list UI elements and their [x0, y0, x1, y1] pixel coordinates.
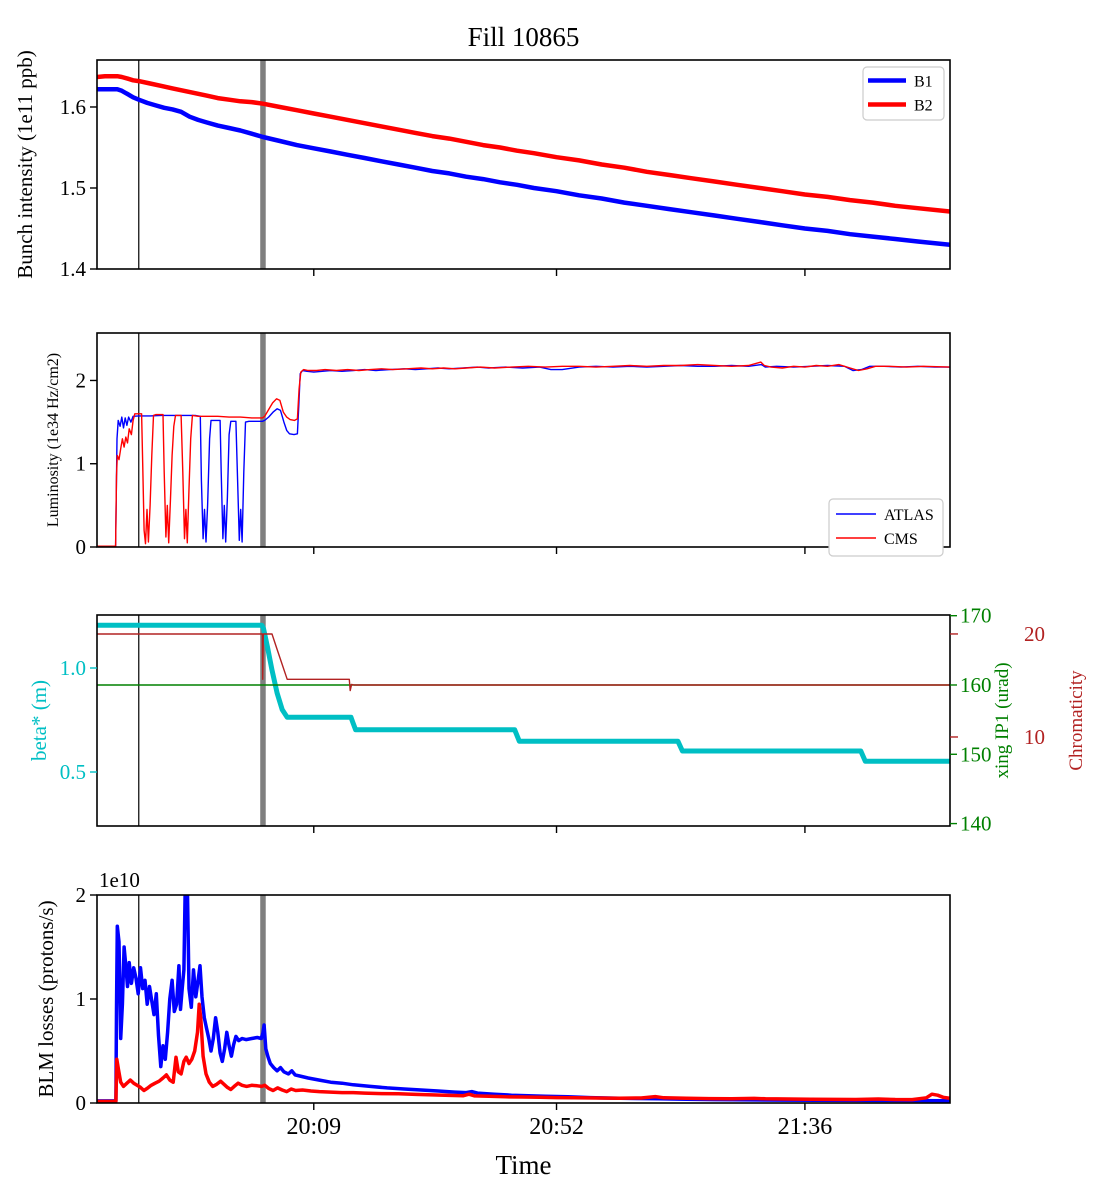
- series-B2: [97, 73, 950, 214]
- y-tick-label: 0: [76, 1091, 87, 1115]
- chroma-axis-label: Chromaticity: [1066, 670, 1087, 771]
- y-tick-label: 2: [76, 883, 87, 907]
- series-BLM-B1: [97, 895, 950, 1103]
- series-B1: [97, 86, 950, 247]
- axes-frame: [96, 332, 951, 548]
- y-tick-label: 2: [76, 368, 87, 392]
- legend-label-ATLAS: ATLAS: [884, 507, 934, 524]
- series-BLM-B2: [97, 1002, 950, 1103]
- beta-tick-label: 0.5: [60, 760, 86, 784]
- chroma-tick-label: 10: [1024, 725, 1045, 749]
- y-axis-label: BLM losses (protons/s): [34, 900, 58, 1097]
- legend-label-B1: B1: [914, 74, 933, 91]
- series-CMS: [97, 361, 950, 547]
- y-tick-label: 1.4: [60, 257, 87, 281]
- x-tick-label: 20:52: [529, 1114, 584, 1140]
- y-tick-label: 1: [76, 452, 87, 476]
- x-axis-label: Time: [495, 1150, 552, 1180]
- y-axis-offset-text: 1e10: [99, 868, 140, 892]
- y-tick-label: 1: [76, 987, 87, 1011]
- subplot-beta-xing-chroma: 0.5 1.0 beta* (m) 140 150 160 170 xing IP1 (ura…: [27, 604, 1087, 836]
- x-tick-label: 21:36: [778, 1114, 833, 1140]
- legend-label-CMS: CMS: [884, 531, 918, 548]
- y-axis-label: Luminosity (1e34 Hz/cm2): [45, 353, 62, 527]
- y-axis-label: Bunch intensity (1e11 ppb): [13, 50, 37, 278]
- beta-axis-label: beta* (m): [27, 680, 51, 761]
- xing-tick-label: 160: [960, 673, 992, 697]
- subplot-blm-losses: 20:09 20:52 21:36 0 1 2 BLM losses (protons/s)…: [34, 868, 951, 1140]
- subplot-luminosity: 0 1 2 Luminosity (1e34 Hz/cm2) ATLAS CMS: [45, 332, 951, 559]
- xing-tick-label: 150: [960, 742, 992, 766]
- xing-tick-label: 170: [960, 604, 992, 628]
- legend-label-B2: B2: [914, 98, 933, 115]
- y-tick-label: 0: [76, 535, 87, 559]
- series-ATLAS: [97, 363, 950, 547]
- chroma-tick-label: 20: [1024, 622, 1045, 646]
- axes-frame: [96, 894, 951, 1104]
- y-tick-label: 1.6: [60, 95, 86, 119]
- legend: ATLAS CMS: [828, 498, 944, 557]
- series-chromaticity: [97, 633, 950, 692]
- xing-axis-label: xing IP1 (urad): [992, 662, 1013, 778]
- x-tick-label: 20:09: [286, 1114, 341, 1140]
- series-beta*: [97, 622, 950, 764]
- y-tick-label: 1.5: [60, 176, 86, 200]
- figure-title: Fill 10865: [467, 22, 580, 52]
- beta-tick-label: 1.0: [60, 656, 86, 680]
- axes-frame: [96, 614, 951, 827]
- xing-tick-label: 140: [960, 812, 992, 836]
- axes-frame: [96, 59, 951, 270]
